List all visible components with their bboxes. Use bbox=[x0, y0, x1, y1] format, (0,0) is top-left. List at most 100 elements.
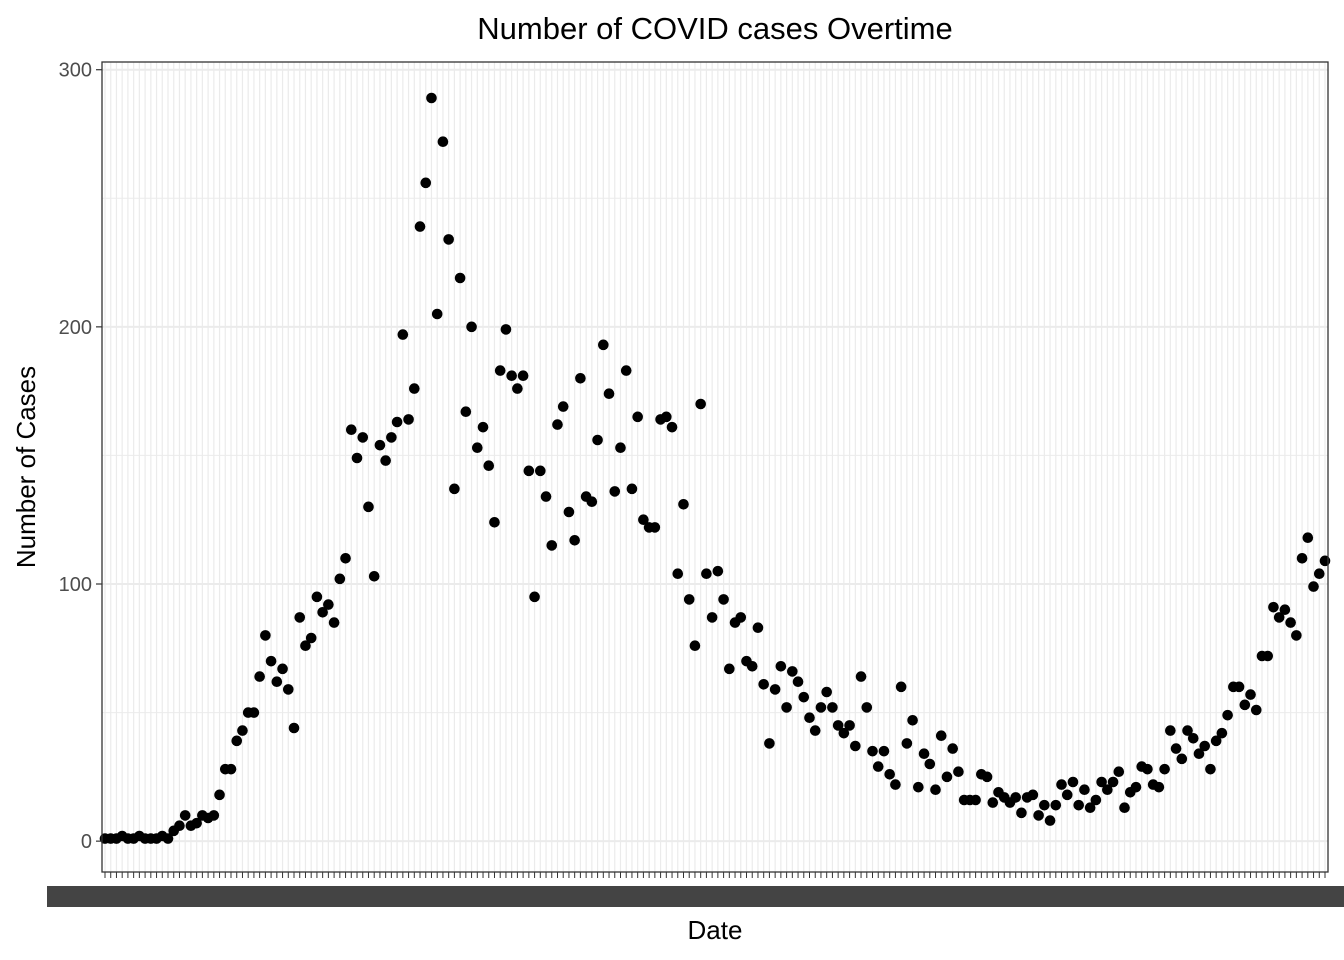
data-point bbox=[214, 789, 225, 801]
data-point bbox=[827, 702, 838, 713]
data-point bbox=[809, 725, 821, 736]
data-point bbox=[752, 622, 764, 634]
data-point bbox=[523, 465, 535, 477]
data-point bbox=[884, 768, 895, 780]
data-point bbox=[1102, 784, 1113, 796]
data-point bbox=[861, 702, 873, 713]
data-point bbox=[781, 702, 792, 713]
data-point bbox=[1245, 689, 1256, 700]
data-point bbox=[512, 383, 523, 394]
data-point bbox=[792, 676, 804, 688]
data-point bbox=[626, 483, 638, 495]
data-point bbox=[305, 632, 317, 644]
data-point bbox=[386, 432, 397, 443]
data-point bbox=[288, 722, 300, 734]
data-point bbox=[855, 671, 867, 682]
data-point bbox=[930, 784, 941, 796]
data-point bbox=[1016, 807, 1027, 819]
data-point bbox=[569, 534, 580, 546]
data-point bbox=[477, 421, 489, 433]
data-point bbox=[1142, 763, 1153, 775]
data-point bbox=[592, 434, 603, 446]
data-point bbox=[1199, 740, 1211, 752]
data-point bbox=[724, 663, 735, 675]
data-point bbox=[1073, 799, 1085, 811]
data-point bbox=[1250, 704, 1262, 716]
data-point bbox=[300, 640, 311, 652]
data-point bbox=[1222, 709, 1233, 721]
data-point bbox=[231, 735, 243, 747]
data-point bbox=[1061, 789, 1073, 801]
data-point bbox=[1291, 630, 1302, 641]
data-point bbox=[323, 599, 334, 610]
data-point bbox=[947, 743, 958, 754]
data-point bbox=[1193, 748, 1205, 760]
data-point bbox=[317, 606, 328, 618]
data-point bbox=[260, 630, 271, 641]
data-point bbox=[454, 272, 466, 284]
data-point bbox=[1187, 732, 1199, 744]
data-point bbox=[277, 663, 288, 675]
data-point bbox=[672, 568, 684, 580]
data-point bbox=[237, 725, 248, 736]
data-point bbox=[368, 570, 380, 582]
data-point bbox=[443, 234, 454, 245]
data-point bbox=[265, 655, 277, 667]
data-point bbox=[575, 372, 586, 384]
data-point bbox=[970, 794, 981, 806]
data-point bbox=[351, 452, 363, 464]
data-point bbox=[638, 514, 649, 526]
data-point bbox=[517, 370, 529, 382]
data-point bbox=[1056, 779, 1067, 790]
data-point bbox=[1319, 555, 1331, 567]
data-point bbox=[466, 321, 477, 333]
data-point bbox=[1285, 617, 1296, 628]
minor-gridlines bbox=[102, 197, 1328, 714]
data-point bbox=[494, 365, 506, 376]
data-point bbox=[649, 522, 661, 533]
data-point bbox=[890, 779, 901, 790]
data-point bbox=[895, 681, 907, 693]
data-point bbox=[1308, 581, 1319, 592]
data-point bbox=[403, 414, 414, 425]
data-point bbox=[1205, 763, 1216, 775]
data-point bbox=[586, 496, 598, 508]
x-axis-title: Date bbox=[688, 915, 743, 945]
data-point bbox=[174, 820, 185, 832]
data-point bbox=[1159, 763, 1170, 775]
y-tick-label: 200 bbox=[59, 317, 92, 339]
data-point bbox=[483, 460, 495, 472]
data-point bbox=[271, 676, 283, 688]
data-point bbox=[472, 442, 483, 454]
data-point bbox=[529, 591, 540, 603]
x-tick-labels-overlap bbox=[47, 886, 1344, 907]
data-point bbox=[1182, 725, 1193, 736]
data-point bbox=[409, 383, 420, 394]
data-point bbox=[334, 573, 346, 585]
data-point bbox=[678, 498, 689, 510]
y-axis: 0 100 200 300 bbox=[59, 60, 102, 853]
data-point bbox=[1165, 725, 1176, 736]
data-point bbox=[1313, 568, 1325, 580]
data-point bbox=[1176, 753, 1188, 765]
data-point bbox=[620, 365, 632, 376]
data-point bbox=[689, 640, 701, 652]
data-point bbox=[821, 686, 832, 698]
data-point bbox=[225, 763, 237, 775]
data-point bbox=[1079, 784, 1090, 796]
data-point bbox=[987, 797, 999, 808]
data-point bbox=[1302, 532, 1314, 544]
data-point bbox=[540, 491, 552, 502]
data-point bbox=[695, 398, 706, 410]
data-point bbox=[426, 92, 437, 104]
data-point bbox=[282, 684, 294, 695]
data-point bbox=[563, 506, 575, 518]
data-point bbox=[1273, 612, 1285, 623]
data-point bbox=[735, 612, 747, 623]
data-point bbox=[1067, 776, 1079, 788]
data-point bbox=[1170, 743, 1182, 754]
y-tick-label: 100 bbox=[59, 574, 92, 596]
data-point bbox=[918, 748, 930, 760]
data-point bbox=[254, 671, 265, 682]
data-point bbox=[500, 324, 512, 335]
